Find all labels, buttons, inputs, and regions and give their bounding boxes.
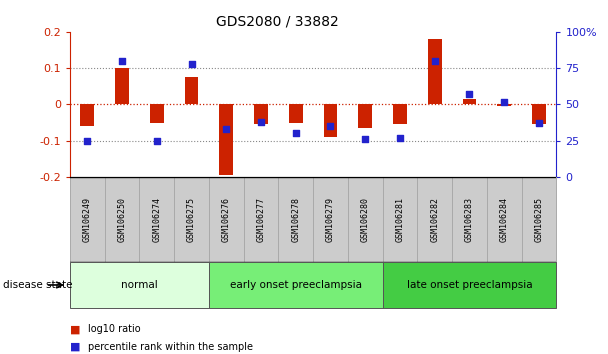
Text: GSM106283: GSM106283 xyxy=(465,197,474,242)
Bar xyxy=(358,104,372,128)
Text: GSM106279: GSM106279 xyxy=(326,197,335,242)
Bar xyxy=(522,177,556,262)
Bar xyxy=(254,104,268,124)
Point xyxy=(465,91,474,97)
Bar xyxy=(323,104,337,137)
Bar xyxy=(174,177,209,262)
Point xyxy=(395,135,405,141)
Bar xyxy=(487,177,522,262)
Point xyxy=(221,126,231,132)
Bar xyxy=(209,262,382,308)
Bar xyxy=(150,104,164,122)
Text: GSM106275: GSM106275 xyxy=(187,197,196,242)
Text: percentile rank within the sample: percentile rank within the sample xyxy=(88,342,253,352)
Text: GDS2080 / 33882: GDS2080 / 33882 xyxy=(216,14,339,28)
Bar xyxy=(463,99,477,104)
Point xyxy=(187,61,196,67)
Text: ■: ■ xyxy=(70,324,80,334)
Point xyxy=(326,124,336,129)
Text: GSM106281: GSM106281 xyxy=(395,197,404,242)
Bar xyxy=(428,39,441,104)
Bar xyxy=(393,104,407,124)
Point xyxy=(361,136,370,142)
Text: GSM106274: GSM106274 xyxy=(152,197,161,242)
Point xyxy=(291,131,300,136)
Text: normal: normal xyxy=(121,280,158,290)
Bar xyxy=(497,104,511,106)
Text: GSM106284: GSM106284 xyxy=(500,197,509,242)
Bar xyxy=(382,262,556,308)
Text: GSM106276: GSM106276 xyxy=(222,197,231,242)
Bar xyxy=(532,104,546,124)
Bar xyxy=(70,177,105,262)
Text: GSM106249: GSM106249 xyxy=(83,197,92,242)
Bar xyxy=(105,177,139,262)
Bar xyxy=(382,177,417,262)
Bar xyxy=(452,177,487,262)
Bar xyxy=(289,104,303,122)
Text: GSM106250: GSM106250 xyxy=(117,197,126,242)
Bar xyxy=(417,177,452,262)
Bar xyxy=(185,77,198,104)
Text: late onset preeclampsia: late onset preeclampsia xyxy=(407,280,532,290)
Point xyxy=(152,138,162,144)
Bar xyxy=(80,104,94,126)
Bar xyxy=(209,177,244,262)
Point xyxy=(117,58,127,64)
Bar xyxy=(244,177,278,262)
Bar xyxy=(70,262,209,308)
Bar xyxy=(219,104,233,175)
Point xyxy=(499,99,509,104)
Point xyxy=(256,119,266,125)
Text: GSM106277: GSM106277 xyxy=(257,197,266,242)
Text: GSM106280: GSM106280 xyxy=(361,197,370,242)
Bar xyxy=(278,177,313,262)
Bar xyxy=(313,177,348,262)
Text: GSM106285: GSM106285 xyxy=(534,197,544,242)
Text: early onset preeclampsia: early onset preeclampsia xyxy=(230,280,362,290)
Bar xyxy=(348,177,382,262)
Bar xyxy=(139,177,174,262)
Text: GSM106278: GSM106278 xyxy=(291,197,300,242)
Point xyxy=(534,120,544,126)
Point xyxy=(83,138,92,144)
Point xyxy=(430,58,440,64)
Text: disease state: disease state xyxy=(3,280,72,290)
Bar xyxy=(115,68,129,104)
Text: GSM106282: GSM106282 xyxy=(430,197,439,242)
Text: log10 ratio: log10 ratio xyxy=(88,324,141,334)
Text: ■: ■ xyxy=(70,342,80,352)
